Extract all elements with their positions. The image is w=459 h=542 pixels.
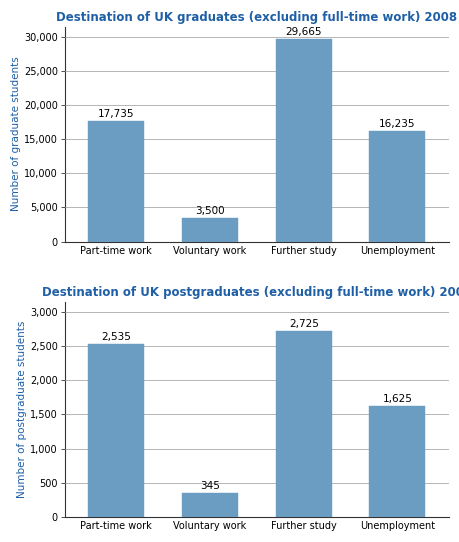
Bar [369, 131, 425, 242]
Bar [275, 331, 331, 517]
Text: 17,735: 17,735 [98, 109, 134, 119]
Text: 1,625: 1,625 [381, 394, 411, 404]
Bar [369, 131, 425, 242]
Bar [275, 39, 331, 242]
Text: 2,535: 2,535 [101, 332, 131, 342]
Bar [181, 493, 238, 517]
Bar [88, 344, 144, 517]
Bar [275, 39, 331, 242]
Bar [181, 218, 238, 242]
Text: 2,725: 2,725 [288, 319, 318, 329]
Bar [181, 218, 238, 242]
Text: 16,235: 16,235 [378, 119, 415, 129]
Y-axis label: Number of graduate students: Number of graduate students [11, 57, 21, 211]
Bar [88, 344, 144, 517]
Bar [88, 120, 144, 242]
Bar [275, 331, 331, 517]
Text: 29,665: 29,665 [285, 28, 321, 37]
Bar [181, 493, 238, 517]
Text: 3,500: 3,500 [195, 206, 224, 216]
Title: Destination of UK graduates (excluding full-time work) 2008: Destination of UK graduates (excluding f… [56, 11, 456, 24]
Title: Destination of UK postgraduates (excluding full-time work) 2008: Destination of UK postgraduates (excludi… [42, 286, 459, 299]
Y-axis label: Number of postgraduate students: Number of postgraduate students [17, 320, 27, 498]
Bar [369, 406, 425, 517]
Text: 345: 345 [200, 481, 219, 492]
Bar [369, 406, 425, 517]
Bar [88, 120, 144, 242]
